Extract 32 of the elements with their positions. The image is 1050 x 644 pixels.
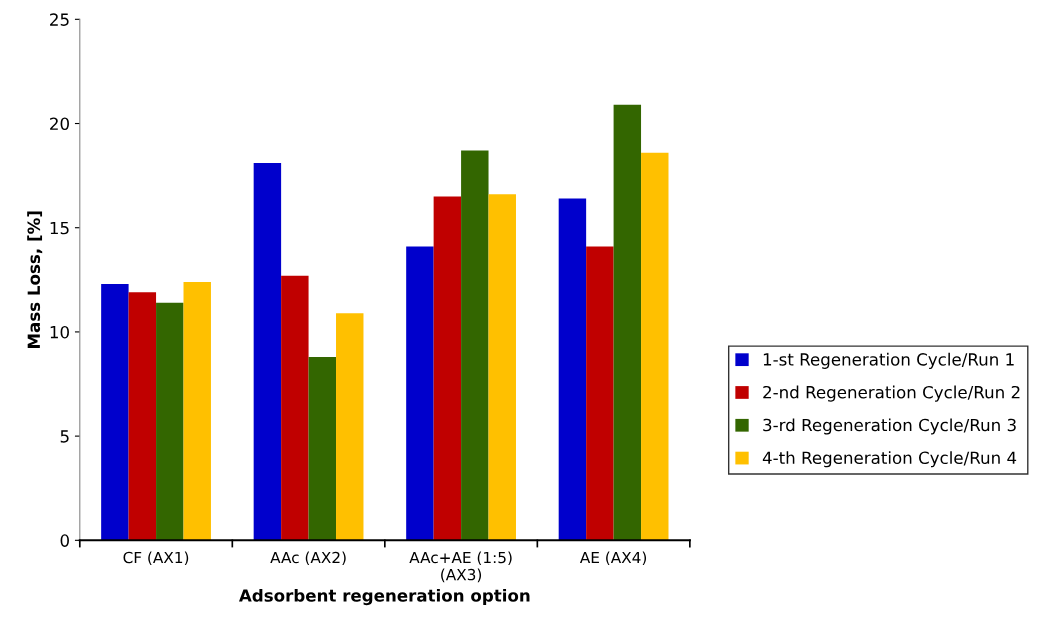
legend-label: 4-th Regeneration Cycle/Run 4 <box>762 451 1017 468</box>
x-tick-label: AE (AX4) <box>579 551 647 566</box>
bar <box>406 246 434 541</box>
y-tick-label: 0 <box>60 534 69 547</box>
bar <box>183 281 211 541</box>
x-tick-label: CF (AX1) <box>123 551 189 566</box>
x-tick-label: AAc+AE (1:5) (AX3) <box>409 551 512 583</box>
bar <box>613 104 642 541</box>
bar <box>128 292 157 541</box>
bar <box>433 196 462 541</box>
x-axis-title: Adsorbent regeneration option <box>238 588 530 606</box>
bar <box>308 356 337 541</box>
legend-label: 1-st Regeneration Cycle/Run 1 <box>763 352 1014 369</box>
legend-label: 3-rd Regeneration Cycle/Run 3 <box>763 418 1016 435</box>
y-tick-label: 20 <box>50 117 69 131</box>
y-tick-label: 25 <box>50 13 69 26</box>
x-tick-label: AAc (AX2) <box>270 551 346 566</box>
bar <box>156 302 184 541</box>
bar <box>586 246 614 541</box>
bar <box>253 163 282 541</box>
y-tick-label: 15 <box>50 221 69 235</box>
y-tick-label: 10 <box>50 325 69 339</box>
bar <box>488 194 516 541</box>
bar <box>336 313 364 541</box>
bar <box>461 150 489 541</box>
bar <box>101 283 129 541</box>
bar <box>558 198 587 541</box>
legend-label: 2-nd Regeneration Cycle/Run 2 <box>763 385 1020 402</box>
bar <box>281 275 309 541</box>
y-axis-title: Mass Loss, [%] <box>27 211 43 349</box>
y-tick-label: 5 <box>60 430 69 443</box>
bar <box>641 152 669 541</box>
